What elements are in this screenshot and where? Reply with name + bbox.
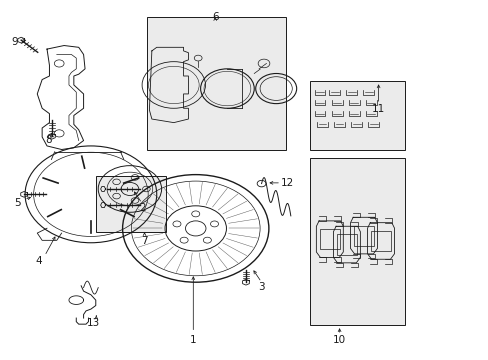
Bar bbox=[310, 158, 405, 325]
Bar bbox=[147, 17, 285, 149]
Text: 6: 6 bbox=[211, 12, 218, 22]
Text: 11: 11 bbox=[371, 104, 385, 114]
Text: 8: 8 bbox=[45, 135, 52, 145]
Text: 1: 1 bbox=[190, 334, 196, 345]
Bar bbox=[319, 229, 339, 249]
Bar bbox=[336, 234, 356, 255]
Text: 3: 3 bbox=[258, 282, 264, 292]
Text: 7: 7 bbox=[141, 236, 147, 246]
Text: 5: 5 bbox=[15, 198, 21, 208]
Text: 10: 10 bbox=[332, 334, 346, 345]
Text: 13: 13 bbox=[86, 318, 100, 328]
Text: 4: 4 bbox=[35, 256, 42, 266]
Bar bbox=[353, 225, 373, 246]
Bar bbox=[370, 231, 390, 251]
Text: 2: 2 bbox=[139, 203, 145, 213]
Bar bbox=[310, 81, 405, 149]
Text: 9: 9 bbox=[11, 37, 18, 47]
Bar bbox=[96, 176, 166, 232]
Text: 12: 12 bbox=[280, 178, 293, 188]
